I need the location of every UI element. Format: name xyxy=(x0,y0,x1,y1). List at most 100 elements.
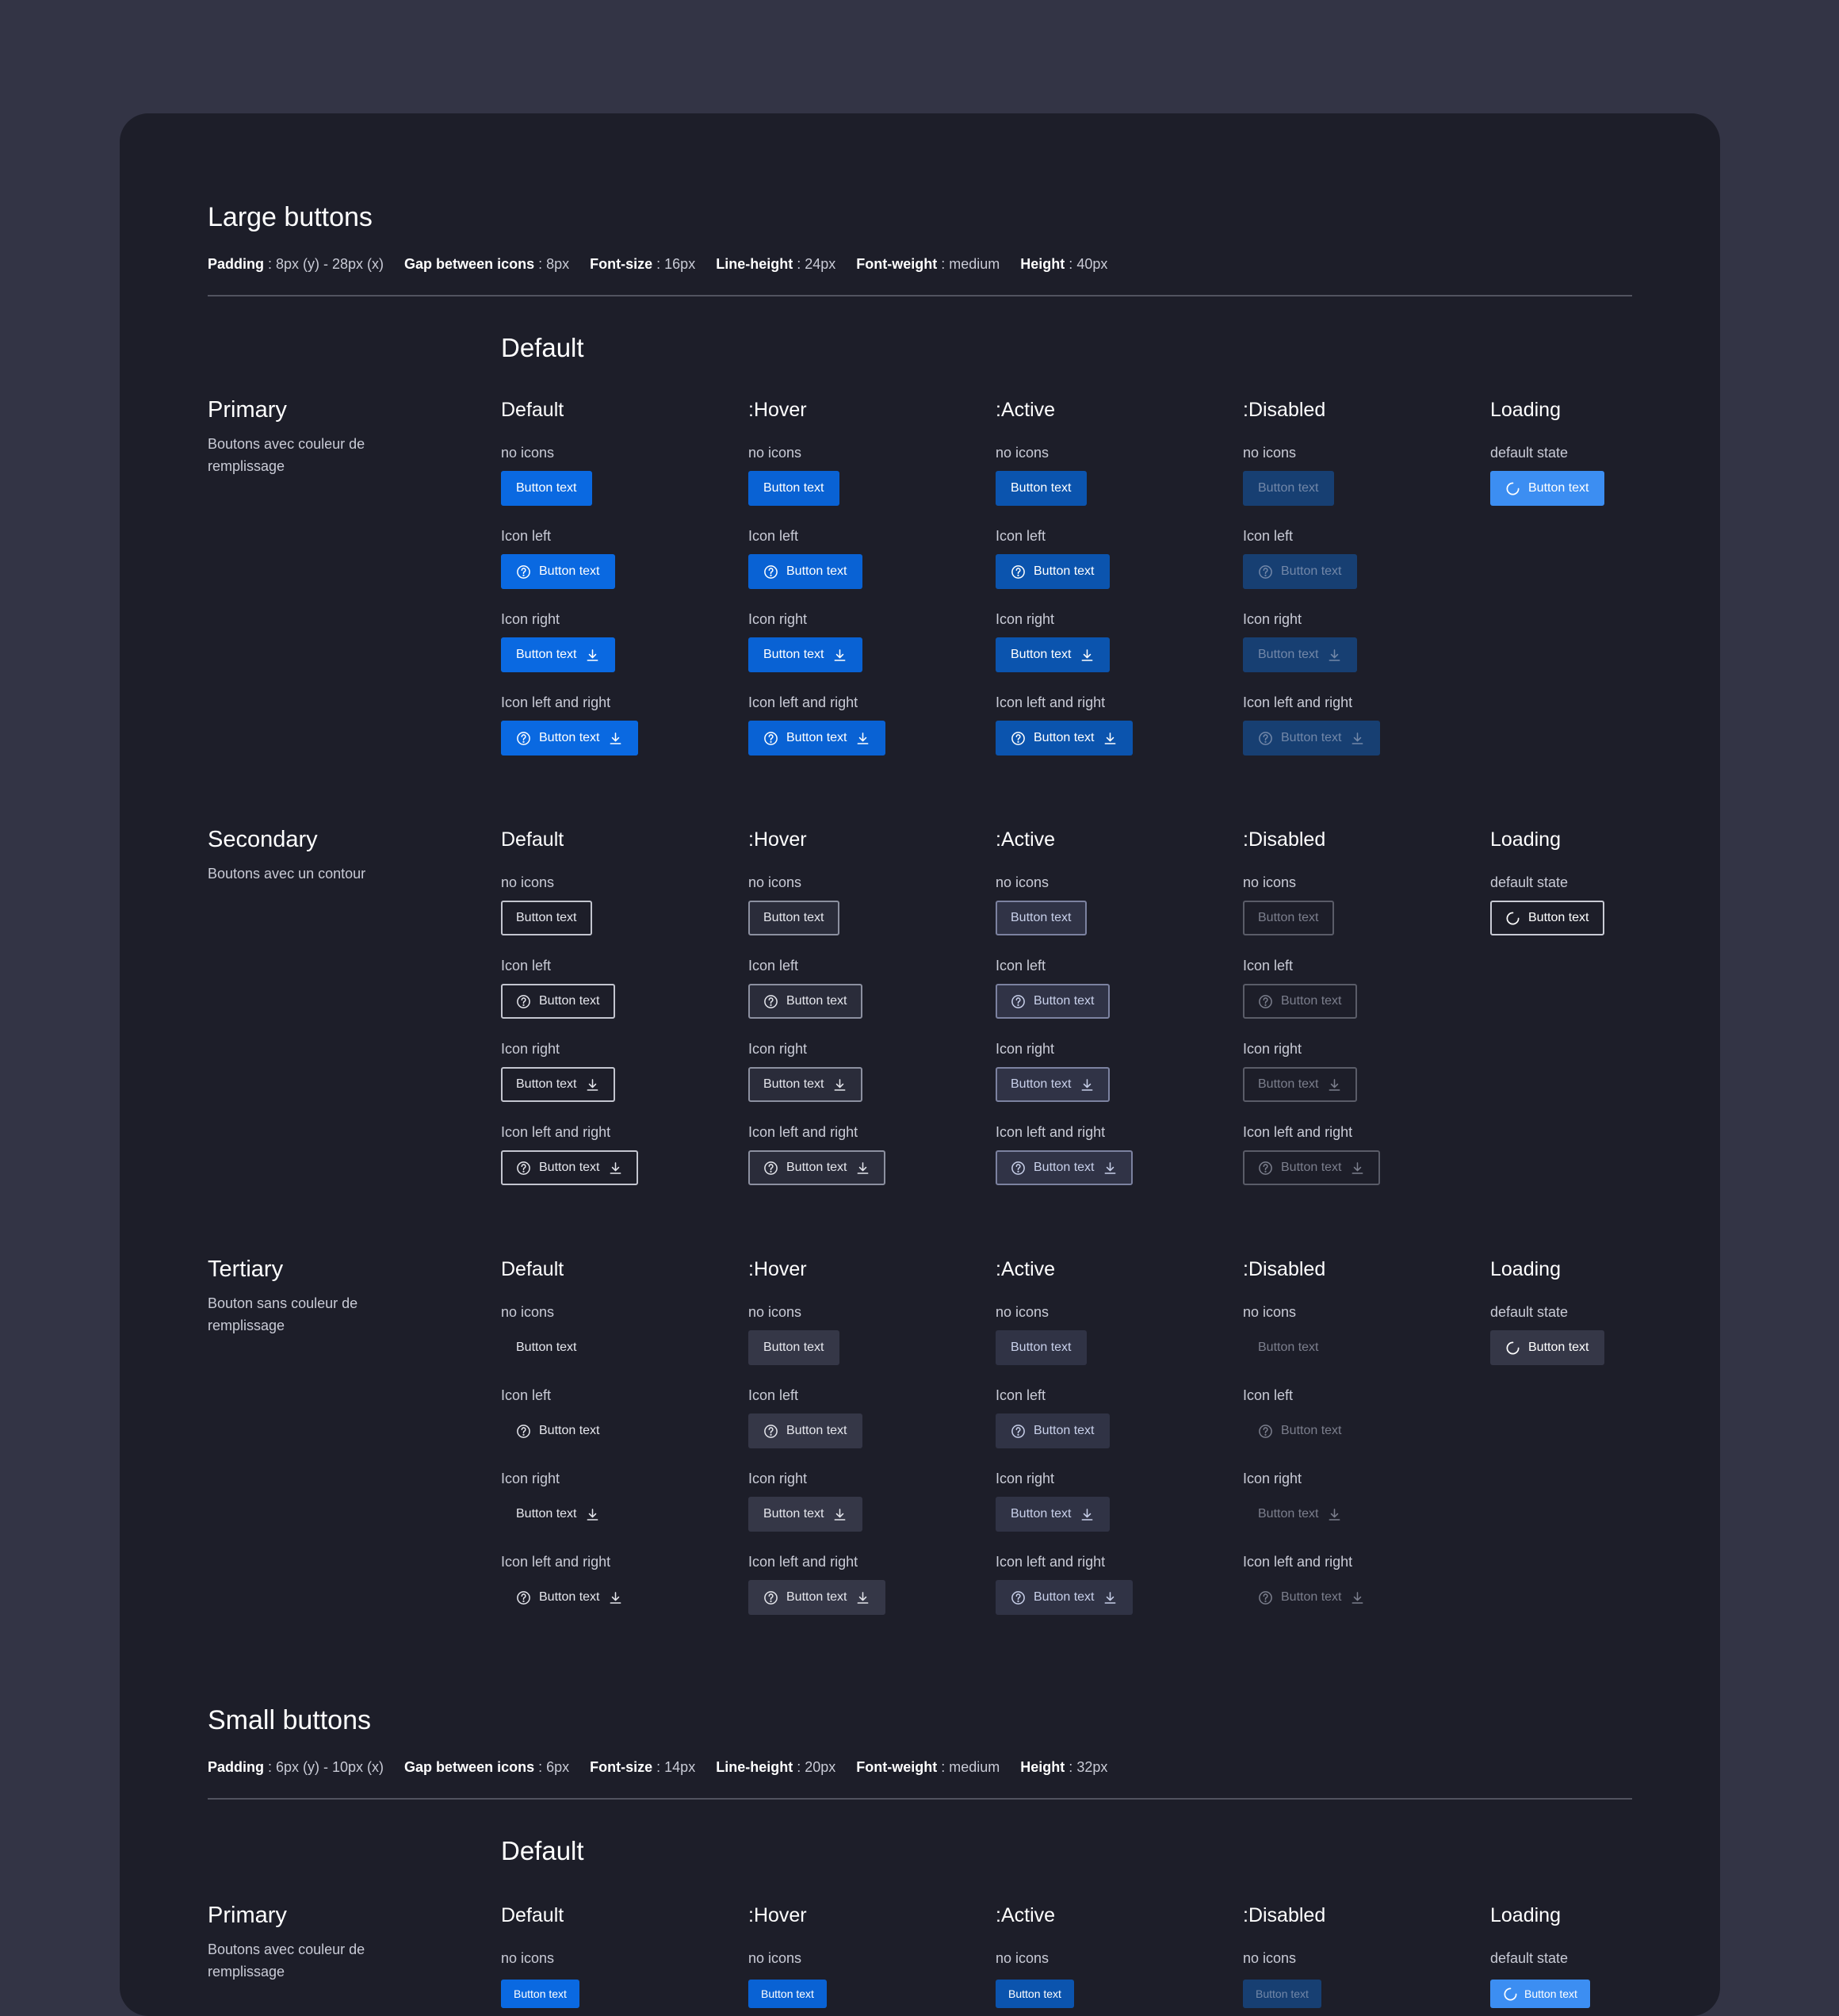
secondary-default-none-button[interactable]: Button text xyxy=(501,901,592,935)
secondary-hover-none-button[interactable]: Button text xyxy=(748,901,839,935)
help-circle-icon xyxy=(763,994,778,1009)
download-icon xyxy=(608,731,623,746)
tertiary-hover-right-button[interactable]: Button text xyxy=(748,1497,862,1532)
variant-label-icon-left-and-right: Icon left and right xyxy=(996,1124,1106,1140)
primary-default-left-button[interactable]: Button text xyxy=(501,554,615,589)
download-icon xyxy=(608,1161,623,1176)
spec-padding: Padding : 8px (y) - 28px (x) xyxy=(208,256,384,272)
column-title-active: :Active xyxy=(996,828,1056,851)
button-label: Button text xyxy=(1281,1424,1342,1437)
button-label: Button text xyxy=(1011,481,1072,495)
secondary-hover-right-button[interactable]: Button text xyxy=(748,1067,862,1102)
primary-active-right-button[interactable]: Button text xyxy=(996,637,1110,672)
variant-label-no-icons: no icons xyxy=(1243,1950,1297,1966)
category-title-tertiary: Tertiary xyxy=(208,1257,284,1282)
button-label: Button text xyxy=(1281,994,1342,1008)
secondary-loading-loading-button[interactable]: Button text xyxy=(1490,901,1604,935)
tertiary-disabled-both-button[interactable]: Button text xyxy=(1243,1580,1380,1615)
primary-default-none-button[interactable]: Button text xyxy=(501,1980,579,2008)
column-title-hover: :Hover xyxy=(748,399,807,421)
secondary-disabled-left-button[interactable]: Button text xyxy=(1243,984,1357,1019)
tertiary-loading-loading-button[interactable]: Button text xyxy=(1490,1330,1604,1365)
primary-disabled-both-button[interactable]: Button text xyxy=(1243,721,1380,756)
secondary-active-both-button[interactable]: Button text xyxy=(996,1150,1133,1185)
button-label: Button text xyxy=(1011,911,1072,924)
download-icon xyxy=(608,1590,623,1605)
tertiary-disabled-left-button[interactable]: Button text xyxy=(1243,1413,1357,1448)
tertiary-default-right-button[interactable]: Button text xyxy=(501,1497,615,1532)
secondary-hover-both-button[interactable]: Button text xyxy=(748,1150,885,1185)
help-circle-icon xyxy=(763,1161,778,1176)
button-label: Button text xyxy=(1281,564,1342,578)
primary-loading-loading-button[interactable]: Button text xyxy=(1490,1980,1590,2008)
tertiary-hover-both-button[interactable]: Button text xyxy=(748,1580,885,1615)
tertiary-default-both-button[interactable]: Button text xyxy=(501,1580,638,1615)
primary-loading-loading-button[interactable]: Button text xyxy=(1490,471,1604,506)
tertiary-active-left-button[interactable]: Button text xyxy=(996,1413,1110,1448)
secondary-default-right-button[interactable]: Button text xyxy=(501,1067,615,1102)
tertiary-disabled-right-button[interactable]: Button text xyxy=(1243,1497,1357,1532)
secondary-disabled-both-button[interactable]: Button text xyxy=(1243,1150,1380,1185)
variant-label-loading: default state xyxy=(1490,445,1569,461)
download-icon xyxy=(585,648,600,663)
secondary-active-none-button[interactable]: Button text xyxy=(996,901,1087,935)
download-icon xyxy=(585,1507,600,1522)
primary-active-left-button[interactable]: Button text xyxy=(996,554,1110,589)
variant-label-loading: default state xyxy=(1490,874,1569,890)
secondary-default-both-button[interactable]: Button text xyxy=(501,1150,638,1185)
tertiary-hover-left-button[interactable]: Button text xyxy=(748,1413,862,1448)
secondary-hover-left-button[interactable]: Button text xyxy=(748,984,862,1019)
variant-label-icon-left-and-right: Icon left and right xyxy=(501,694,611,710)
primary-active-both-button[interactable]: Button text xyxy=(996,721,1133,756)
primary-hover-none-button[interactable]: Button text xyxy=(748,1980,827,2008)
button-label: Button text xyxy=(516,481,577,495)
variant-label-no-icons: no icons xyxy=(501,1950,555,1966)
secondary-active-left-button[interactable]: Button text xyxy=(996,984,1110,1019)
primary-default-both-button[interactable]: Button text xyxy=(501,721,638,756)
button-label: Button text xyxy=(1258,1077,1319,1091)
download-icon xyxy=(1080,1507,1095,1522)
variant-label-no-icons: no icons xyxy=(1243,445,1297,461)
primary-disabled-none-button[interactable]: Button text xyxy=(1243,471,1334,506)
help-circle-icon xyxy=(1258,1161,1273,1176)
help-circle-icon xyxy=(516,731,531,746)
tertiary-hover-none-button[interactable]: Button text xyxy=(748,1330,839,1365)
primary-active-none-button[interactable]: Button text xyxy=(996,1980,1074,2008)
variant-label-icon-left: Icon left xyxy=(501,1387,552,1403)
primary-default-right-button[interactable]: Button text xyxy=(501,637,615,672)
help-circle-icon xyxy=(516,1424,531,1439)
secondary-active-right-button[interactable]: Button text xyxy=(996,1067,1110,1102)
tertiary-disabled-none-button[interactable]: Button text xyxy=(1243,1330,1334,1365)
tertiary-default-none-button[interactable]: Button text xyxy=(501,1330,592,1365)
large-divider xyxy=(208,295,1632,296)
variant-label-icon-left: Icon left xyxy=(1243,958,1294,974)
primary-hover-both-button[interactable]: Button text xyxy=(748,721,885,756)
small-divider xyxy=(208,1798,1632,1800)
variant-label-icon-left: Icon left xyxy=(996,528,1046,544)
variant-label-icon-right: Icon right xyxy=(996,1471,1055,1486)
button-label: Button text xyxy=(1524,1987,1577,2000)
primary-active-none-button[interactable]: Button text xyxy=(996,471,1087,506)
variant-label-icon-right: Icon right xyxy=(1243,1471,1302,1486)
secondary-disabled-right-button[interactable]: Button text xyxy=(1243,1067,1357,1102)
help-circle-icon xyxy=(763,1424,778,1439)
tertiary-active-right-button[interactable]: Button text xyxy=(996,1497,1110,1532)
secondary-disabled-none-button[interactable]: Button text xyxy=(1243,901,1334,935)
category-title-secondary: Secondary xyxy=(208,827,318,852)
button-label: Button text xyxy=(763,911,824,924)
primary-hover-right-button[interactable]: Button text xyxy=(748,637,862,672)
spinner-icon xyxy=(1505,1341,1520,1356)
help-circle-icon xyxy=(1011,564,1026,580)
tertiary-active-none-button[interactable]: Button text xyxy=(996,1330,1087,1365)
help-circle-icon xyxy=(1258,1590,1273,1605)
primary-hover-left-button[interactable]: Button text xyxy=(748,554,862,589)
primary-disabled-left-button[interactable]: Button text xyxy=(1243,554,1357,589)
tertiary-default-left-button[interactable]: Button text xyxy=(501,1413,615,1448)
primary-default-none-button[interactable]: Button text xyxy=(501,471,592,506)
primary-disabled-right-button[interactable]: Button text xyxy=(1243,637,1357,672)
primary-disabled-none-button[interactable]: Button text xyxy=(1243,1980,1321,2008)
tertiary-active-both-button[interactable]: Button text xyxy=(996,1580,1133,1615)
primary-hover-none-button[interactable]: Button text xyxy=(748,471,839,506)
secondary-default-left-button[interactable]: Button text xyxy=(501,984,615,1019)
button-label: Button text xyxy=(539,994,600,1008)
